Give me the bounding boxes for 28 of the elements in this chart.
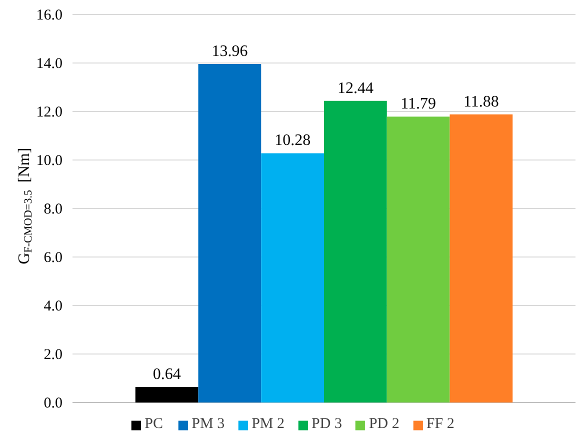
y-axis-title: GF-CMOD=3.5 [Nm] xyxy=(16,148,34,264)
y-tick-label: 8.0 xyxy=(44,202,62,218)
data-label: 0.64 xyxy=(152,366,181,383)
legend-label: PC xyxy=(144,416,164,433)
legend-label: PD 3 xyxy=(312,416,342,433)
y-tick-label: 12.0 xyxy=(36,104,62,120)
legend-label: PM 3 xyxy=(192,416,225,433)
y-tick-label: 14.0 xyxy=(36,56,62,72)
data-label: 11.79 xyxy=(400,96,436,113)
y-tick-label: 2.0 xyxy=(44,347,62,363)
legend-label: FF 2 xyxy=(426,416,454,433)
bar xyxy=(135,386,198,402)
bar xyxy=(386,116,450,402)
data-label: 13.96 xyxy=(212,42,248,60)
y-tick-label: 6.0 xyxy=(44,250,62,266)
y-tick-label: 10.0 xyxy=(36,153,62,169)
data-label: 11.88 xyxy=(463,93,499,110)
bar xyxy=(324,100,387,402)
data-label: 10.28 xyxy=(274,132,311,150)
data-label: 12.44 xyxy=(337,80,374,97)
y-tick-label: 4.0 xyxy=(44,298,62,314)
legend-label: PD 2 xyxy=(368,416,400,433)
y-tick-label: 16.0 xyxy=(36,8,62,24)
y-tick-label: 0.0 xyxy=(44,396,62,412)
bar xyxy=(450,114,513,402)
bar xyxy=(261,153,324,402)
legend-label: PM 2 xyxy=(252,416,285,433)
bar xyxy=(198,64,262,402)
